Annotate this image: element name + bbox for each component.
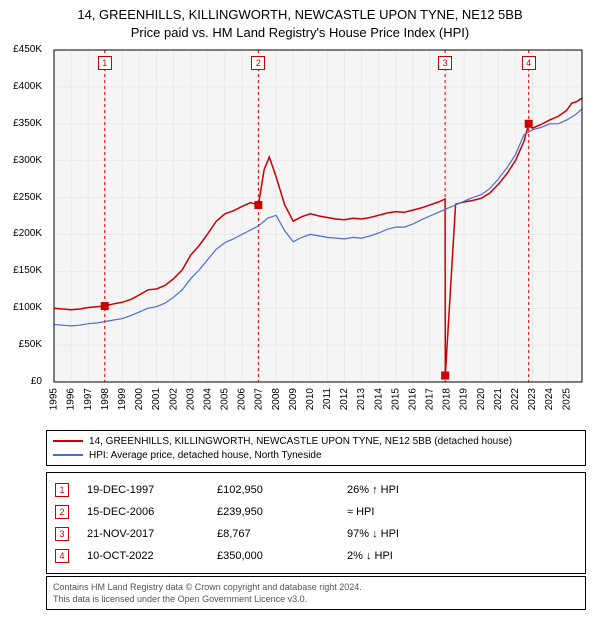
svg-text:1995: 1995 — [49, 388, 60, 411]
svg-text:2016: 2016 — [407, 388, 418, 411]
svg-text:2024: 2024 — [544, 388, 555, 411]
ytick-label: £0 — [0, 376, 42, 387]
event-num: 3 — [55, 527, 69, 541]
svg-text:2009: 2009 — [288, 388, 299, 411]
svg-text:2019: 2019 — [459, 388, 470, 411]
events-table: 1 19-DEC-1997£102,95026% ↑ HPI 2 15-DEC-200… — [46, 472, 586, 574]
svg-text:2023: 2023 — [527, 388, 538, 411]
event-date: 19-DEC-1997 — [87, 484, 217, 496]
chart-title: 14, GREENHILLS, KILLINGWORTH, NEWCASTLE … — [0, 0, 600, 41]
svg-text:2017: 2017 — [425, 388, 436, 411]
svg-text:1997: 1997 — [83, 388, 94, 411]
ytick-label: £250K — [0, 192, 42, 203]
event-num: 4 — [55, 549, 69, 563]
legend-label-property: 14, GREENHILLS, KILLINGWORTH, NEWCASTLE … — [89, 436, 512, 447]
svg-text:2022: 2022 — [510, 388, 521, 411]
event-num: 2 — [55, 505, 69, 519]
svg-text:1998: 1998 — [100, 388, 111, 411]
ytick-label: £450K — [0, 44, 42, 55]
svg-text:2008: 2008 — [271, 388, 282, 411]
svg-text:2003: 2003 — [185, 388, 196, 411]
svg-text:2000: 2000 — [134, 388, 145, 411]
ytick-label: £200K — [0, 228, 42, 239]
event-marker-label: 1 — [98, 56, 112, 70]
ytick-label: £50K — [0, 339, 42, 350]
event-marker-label: 2 — [251, 56, 265, 70]
ytick-label: £100K — [0, 302, 42, 313]
footer: Contains HM Land Registry data © Crown c… — [46, 576, 586, 610]
event-row: 1 19-DEC-1997£102,95026% ↑ HPI — [55, 479, 577, 501]
svg-text:2001: 2001 — [151, 388, 162, 411]
legend: 14, GREENHILLS, KILLINGWORTH, NEWCASTLE … — [46, 430, 586, 466]
event-diff: 26% ↑ HPI — [347, 484, 577, 496]
chart-svg: 1995 1996 1997 1998 1999 2000 2001 2002 2003 2004… — [46, 46, 586, 416]
svg-text:2006: 2006 — [237, 388, 248, 411]
ytick-label: £350K — [0, 118, 42, 129]
title-line1: 14, GREENHILLS, KILLINGWORTH, NEWCASTLE … — [77, 7, 522, 22]
svg-text:2020: 2020 — [476, 388, 487, 411]
event-date: 15-DEC-2006 — [87, 506, 217, 518]
event-date: 10-OCT-2022 — [87, 550, 217, 562]
svg-text:2011: 2011 — [322, 388, 333, 410]
event-price: £8,767 — [217, 528, 347, 540]
event-row: 4 10-OCT-2022£350,0002% ↓ HPI — [55, 545, 577, 567]
svg-text:2012: 2012 — [339, 388, 350, 411]
svg-text:1999: 1999 — [117, 388, 128, 411]
event-price: £102,950 — [217, 484, 347, 496]
chart-area: 1995 1996 1997 1998 1999 2000 2001 2002 2003 2004… — [46, 46, 586, 416]
event-num: 1 — [55, 483, 69, 497]
svg-text:2007: 2007 — [254, 388, 265, 411]
ytick-label: £150K — [0, 265, 42, 276]
event-price: £239,950 — [217, 506, 347, 518]
event-price: £350,000 — [217, 550, 347, 562]
event-diff: 97% ↓ HPI — [347, 528, 577, 540]
title-line2: Price paid vs. HM Land Registry's House … — [131, 25, 469, 40]
svg-text:1996: 1996 — [66, 388, 77, 411]
event-marker-label: 3 — [438, 56, 452, 70]
event-marker-label: 4 — [522, 56, 536, 70]
ytick-label: £400K — [0, 81, 42, 92]
event-diff: ≈ HPI — [347, 506, 577, 518]
ytick-label: £300K — [0, 155, 42, 166]
svg-text:2021: 2021 — [493, 388, 504, 411]
legend-row-hpi: HPI: Average price, detached house, Nort… — [53, 448, 579, 462]
legend-label-hpi: HPI: Average price, detached house, Nort… — [89, 450, 322, 461]
svg-text:2002: 2002 — [168, 388, 179, 411]
legend-swatch-property — [53, 440, 83, 442]
svg-text:2025: 2025 — [561, 388, 572, 411]
event-date: 21-NOV-2017 — [87, 528, 217, 540]
svg-text:2004: 2004 — [202, 388, 213, 411]
footer-line1: Contains HM Land Registry data © Crown c… — [53, 582, 362, 592]
svg-text:2010: 2010 — [305, 388, 316, 411]
event-diff: 2% ↓ HPI — [347, 550, 577, 562]
event-row: 3 21-NOV-2017£8,76797% ↓ HPI — [55, 523, 577, 545]
svg-text:2005: 2005 — [220, 388, 231, 411]
legend-swatch-hpi — [53, 454, 83, 456]
svg-text:2014: 2014 — [373, 388, 384, 411]
svg-text:2013: 2013 — [356, 388, 367, 411]
legend-row-property: 14, GREENHILLS, KILLINGWORTH, NEWCASTLE … — [53, 434, 579, 448]
svg-text:2015: 2015 — [390, 388, 401, 411]
svg-text:2018: 2018 — [442, 388, 453, 411]
event-row: 2 15-DEC-2006£239,950≈ HPI — [55, 501, 577, 523]
footer-line2: This data is licensed under the Open Gov… — [53, 594, 307, 604]
